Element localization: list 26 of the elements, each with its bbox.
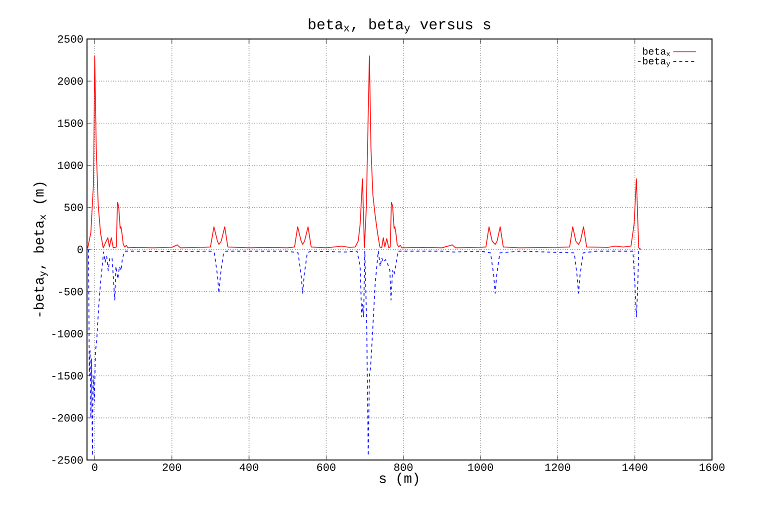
x-tick-label: 200 [162, 464, 182, 471]
legend-label: -beta$_{y}$ [638, 57, 670, 68]
x-tick-label: 800 [394, 464, 413, 471]
x-tick-label: 1400 [622, 464, 648, 471]
x-tick-label: 600 [317, 464, 336, 471]
y-axis-title: -beta$_{y}$, beta$_{x}$ (m) [33, 182, 48, 316]
y-tick-label: -2500 [52, 456, 83, 464]
y-tick-label: 2000 [58, 77, 83, 85]
y-tick-label: 0 [78, 246, 83, 254]
y-tick-label: -2000 [52, 414, 83, 422]
x-tick-label: 400 [240, 464, 258, 471]
x-tick-label: 1200 [545, 464, 570, 471]
legend-label: beta$_{x}$ [643, 47, 670, 56]
y-tick-label: -1500 [52, 372, 83, 380]
y-tick-label: 2500 [58, 35, 83, 43]
chart-title: beta$_{x}$, beta$_{y}$ versus s [308, 18, 490, 34]
line-series [88, 249, 640, 456]
y-tick-label: 1500 [58, 119, 83, 127]
x-tick-label: 0 [92, 464, 98, 471]
y-tick-label: 1000 [58, 162, 83, 170]
x-axis-title: s (m) [380, 472, 418, 486]
y-tick-label: 500 [64, 204, 83, 212]
x-tick-label: 1600 [700, 464, 724, 471]
y-tick-label: -500 [58, 288, 83, 296]
y-tick-label: -1000 [52, 330, 83, 338]
x-tick-label: 1000 [468, 464, 494, 471]
